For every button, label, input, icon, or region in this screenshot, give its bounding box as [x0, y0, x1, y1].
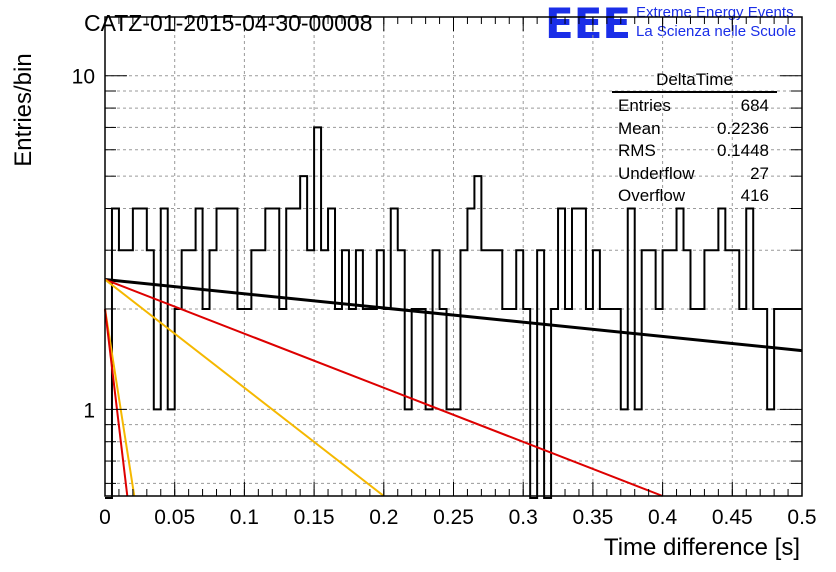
stat-row-mean: Mean 0.2236 [612, 118, 777, 141]
stat-value: 0.2236 [717, 118, 769, 138]
tick-labels: 0 0.05 0.1 0.15 0.2 0.25 0.3 0.35 0.4 0.45 0.5 1 10 [72, 66, 817, 529]
x-tick-label: 0.4 [648, 506, 678, 529]
stat-row-entries: Entries 684 [612, 95, 777, 118]
y-tick-label: 1 [83, 399, 95, 422]
x-tick-label: 0.25 [433, 506, 474, 529]
stat-label: Entries [618, 96, 671, 115]
x-tick-label: 0.15 [294, 506, 335, 529]
fit-line [104, 278, 385, 497]
fit-line [104, 278, 803, 353]
page-title: CATZ-01-2015-04-30-00008 [84, 10, 373, 36]
x-tick-label: 0.3 [509, 506, 538, 529]
logo-mark: EEE [545, 2, 631, 42]
fit-line [104, 308, 136, 497]
stat-value: 27 [750, 163, 769, 183]
x-tick-label: 0.05 [154, 506, 195, 529]
fit-lines [104, 278, 803, 497]
stat-label: RMS [618, 141, 656, 160]
stat-row-overflow: Overflow 416 [612, 185, 777, 208]
x-tick-label: 0.45 [712, 506, 753, 529]
x-axis-label: Time difference [s] [603, 534, 800, 561]
stat-row-underflow: Underflow 27 [612, 163, 777, 186]
stat-value: 684 [740, 96, 769, 115]
axes [104, 16, 803, 497]
histogram-series [105, 126, 802, 499]
x-tick-label: 0.35 [572, 506, 613, 529]
stats-title: DeltaTime [612, 70, 777, 93]
stat-label: Overflow [618, 186, 686, 205]
histogram-outline [105, 126, 802, 499]
x-tick-label: 0.2 [369, 506, 398, 529]
fit-line [104, 308, 129, 497]
stat-value: 0.1448 [717, 141, 769, 160]
fit-line [104, 278, 663, 497]
stat-row-rms: RMS 0.1448 [612, 140, 777, 163]
stat-label: Mean [618, 118, 661, 138]
x-tick-label: 0.5 [787, 506, 816, 529]
x-tick-label: 0.1 [230, 506, 259, 529]
y-tick-label: 10 [72, 66, 95, 89]
stat-value: 416 [740, 186, 769, 205]
logo-line-2: La Scienza nelle Scuole [636, 23, 797, 40]
x-tick-label: 0 [99, 506, 111, 529]
stat-label: Underflow [618, 163, 695, 183]
grid [105, 17, 802, 496]
stats-box: DeltaTime Entries 684 Mean 0.2236 RMS 0.… [612, 70, 777, 208]
eee-logo: EEE [545, 2, 631, 42]
